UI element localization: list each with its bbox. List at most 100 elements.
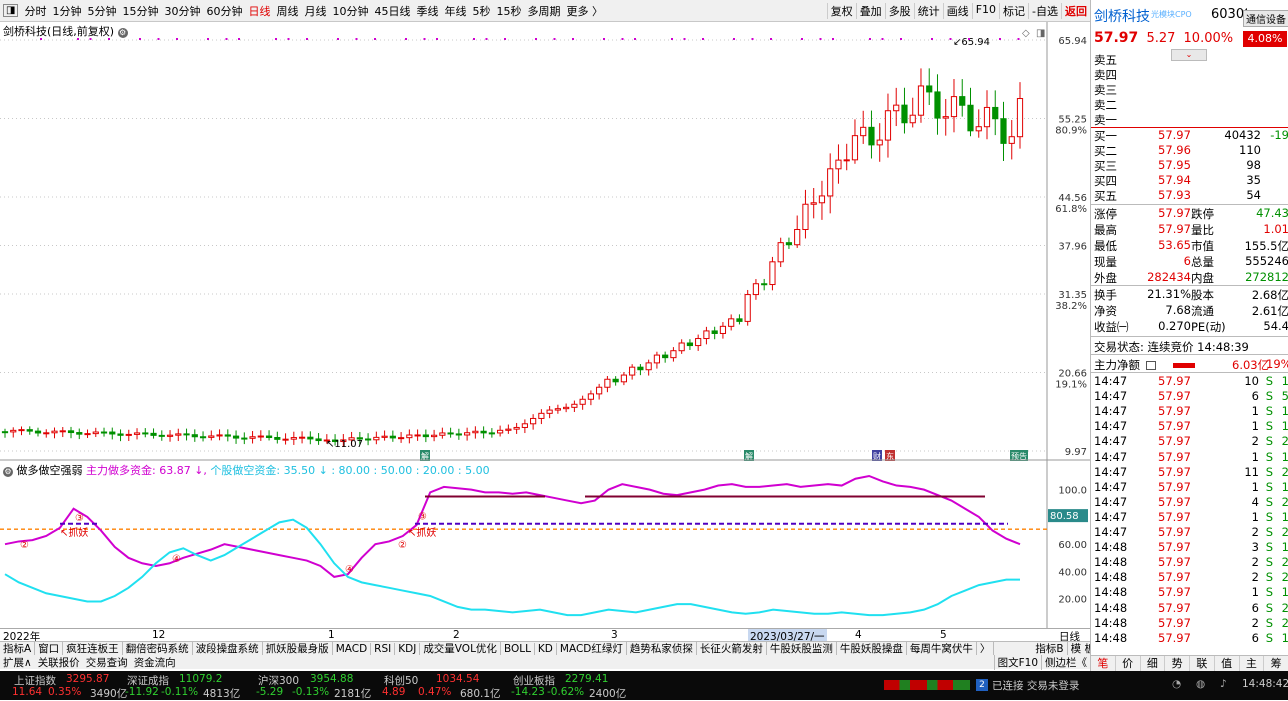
event-tag[interactable] — [872, 450, 882, 461]
panel-icon[interactable]: ◨ — [1036, 28, 1045, 39]
indicator-tab[interactable]: 指标B — [1032, 642, 1068, 655]
toolbar-button[interactable]: -自选 — [1028, 2, 1061, 19]
extension-tab[interactable]: 侧边栏《 — [1041, 654, 1090, 670]
quote-tab[interactable]: 价 — [1116, 656, 1141, 671]
period-button[interactable]: 月线 — [304, 4, 327, 18]
period-button[interactable]: 年线 — [444, 4, 467, 18]
period-button[interactable]: 多周期 — [527, 4, 561, 18]
bid-row[interactable]: 买四 57.94 35 — [1094, 173, 1288, 188]
toolbar-button[interactable]: F10 — [971, 2, 999, 19]
indicator-tab[interactable]: 疯狂连板王 — [63, 642, 123, 655]
broadcast-icon[interactable]: ◍ — [1196, 678, 1206, 690]
indicator-tab[interactable]: BOLL — [501, 642, 535, 655]
tick-volume: 1 — [1251, 404, 1259, 419]
period-button[interactable]: 60分钟 — [206, 4, 243, 18]
bid-row[interactable]: 买一 57.97 40432 -19 — [1094, 128, 1288, 143]
index-quote[interactable]: 创业板指 2279.41 -14.23 -0.62% 2400亿 — [503, 671, 631, 700]
toolbar-button[interactable]: 标记 — [999, 2, 1028, 19]
period-button[interactable]: 15秒 — [496, 4, 522, 18]
period-button[interactable]: 45日线 — [374, 4, 411, 18]
indicator-tab[interactable]: KD — [535, 642, 557, 655]
event-tag[interactable] — [885, 450, 895, 461]
index-quote[interactable]: 上证指数 3295.87 11.64 0.35% 3490亿 — [4, 671, 132, 700]
industry-button[interactable]: 通信设备 — [1243, 10, 1288, 27]
indicator-tab[interactable]: 长征火箭发射 — [697, 642, 767, 655]
indicator-tab[interactable]: MACD — [333, 642, 372, 655]
period-button[interactable]: 5秒 — [472, 4, 491, 18]
indicator-tab[interactable]: KDJ — [395, 642, 421, 655]
quote-tab[interactable]: 筹 — [1264, 656, 1288, 671]
grid-icon[interactable] — [1145, 361, 1156, 370]
period-button[interactable]: 季线 — [416, 4, 439, 18]
settings-icon[interactable]: ⚙ — [3, 467, 13, 477]
event-tag[interactable] — [744, 450, 754, 461]
extension-tab[interactable]: 图文F10 — [993, 654, 1041, 670]
period-button[interactable]: 1分钟 — [52, 4, 82, 18]
period-button[interactable]: 30分钟 — [164, 4, 201, 18]
period-button[interactable]: 10分钟 — [332, 4, 369, 18]
toolbar-button[interactable]: 统计 — [913, 2, 943, 19]
ask-row[interactable]: 卖三 — [1094, 83, 1117, 97]
toolbar-button[interactable]: 叠加 — [855, 2, 885, 19]
settings-icon[interactable]: ⚙ — [117, 28, 128, 38]
bid-row[interactable]: 买五 57.93 54 — [1094, 188, 1288, 203]
bid-row[interactable]: 买二 57.96 110 — [1094, 143, 1288, 158]
connection-icon[interactable]: 2 — [976, 679, 988, 691]
ask-row[interactable]: 卖五 — [1094, 53, 1117, 67]
ask-row[interactable]: 卖四 — [1094, 68, 1117, 82]
indicator-tab[interactable]: 成交量VOL优化 — [420, 642, 501, 655]
chevron-down-icon[interactable]: ⌄ — [1171, 49, 1207, 61]
period-button[interactable]: 15分钟 — [122, 4, 159, 18]
extension-tab[interactable]: 交易查询 — [85, 656, 128, 669]
indicator-tab[interactable]: 抓妖股最身版 — [263, 642, 333, 655]
event-tag[interactable] — [420, 450, 430, 461]
toolbar-button[interactable]: 复权 — [826, 2, 856, 19]
ask-row[interactable]: 卖一 — [1094, 113, 1117, 127]
indicator-tab[interactable]: 牛股妖股操盘 — [837, 642, 907, 655]
date-axis-mode[interactable]: 日线 — [1059, 631, 1080, 643]
toolbar-button[interactable]: 返回 — [1061, 2, 1090, 19]
period-button[interactable]: 日线 — [248, 4, 271, 18]
indicator-tab[interactable]: 波段操盘系统 — [193, 642, 263, 655]
extension-tab[interactable]: 资金流向 — [133, 656, 176, 669]
toolbar-button[interactable]: 多股 — [884, 2, 914, 19]
extension-tab[interactable]: 扩展∧ — [3, 656, 32, 669]
indicator-tab[interactable]: 模 板 — [1068, 642, 1090, 655]
quote-tab[interactable]: 联 — [1190, 656, 1215, 671]
clock-icon[interactable]: ◔ — [1172, 678, 1182, 690]
toolbar-button[interactable]: 画线 — [942, 2, 972, 19]
quote-tab[interactable]: 主 — [1240, 656, 1265, 671]
toolbar-icon[interactable]: ◨ — [3, 4, 19, 17]
index-quote[interactable]: 深证成指 11079.2 -11.92 -0.11% 4813亿 — [117, 671, 245, 700]
index-quote[interactable]: 科创50 1034.54 4.89 0.47% 680.1亿 — [374, 671, 502, 700]
candle-body — [18, 429, 25, 432]
extension-tab[interactable]: 关联报价 — [37, 656, 80, 669]
period-button[interactable]: 5分钟 — [87, 4, 117, 18]
index-quote[interactable]: 沪深300 3954.88 -5.29 -0.13% 2181亿 — [248, 671, 376, 700]
bell-icon[interactable]: ♪ — [1220, 678, 1227, 690]
quote-tab[interactable]: 笔 — [1091, 656, 1116, 671]
indicator-tab[interactable]: 翻倍密码系统 — [123, 642, 193, 655]
kline-chart[interactable]: 65.94 55.25 44.56 37.96 31.35 20.66 9.97 80.9% 6… — [0, 22, 1090, 628]
quote-tab[interactable]: 势 — [1165, 656, 1190, 671]
indicator-tab[interactable]: 每周牛窝伏牛 — [907, 642, 977, 655]
period-button[interactable]: 更多 〉 — [566, 4, 603, 18]
candle-body — [521, 423, 528, 428]
indicator-tab[interactable]: MACD红绿灯 — [557, 642, 627, 655]
indicator-tab[interactable]: 指标A — [0, 642, 36, 655]
indicator-tab[interactable]: 牛股妖股监测 — [767, 642, 837, 655]
ask-row[interactable]: 卖二 — [1094, 98, 1117, 112]
period-button[interactable]: 周线 — [276, 4, 299, 18]
indicator-tab[interactable]: RSI — [371, 642, 396, 655]
quote-tab[interactable]: 值 — [1215, 656, 1240, 671]
candle-body — [125, 433, 132, 436]
indicator-tab[interactable]: 窗口 — [35, 642, 64, 655]
event-tag[interactable] — [1010, 450, 1028, 461]
indicator-tab[interactable]: 趋势私家侦探 — [627, 642, 697, 655]
bid-row[interactable]: 买三 57.95 98 — [1094, 158, 1288, 173]
quote-tab[interactable]: 细 — [1141, 656, 1166, 671]
period-button[interactable]: 分时 — [24, 4, 47, 18]
indicator-tab[interactable]: 〉 — [977, 642, 995, 655]
tick-list[interactable]: 14:47 57.97 10 S 1 14:47 57.97 6 S 5 14:47 57.97 1 S 1… — [1091, 374, 1288, 654]
diamond-icon[interactable]: ◇ — [1022, 28, 1030, 39]
